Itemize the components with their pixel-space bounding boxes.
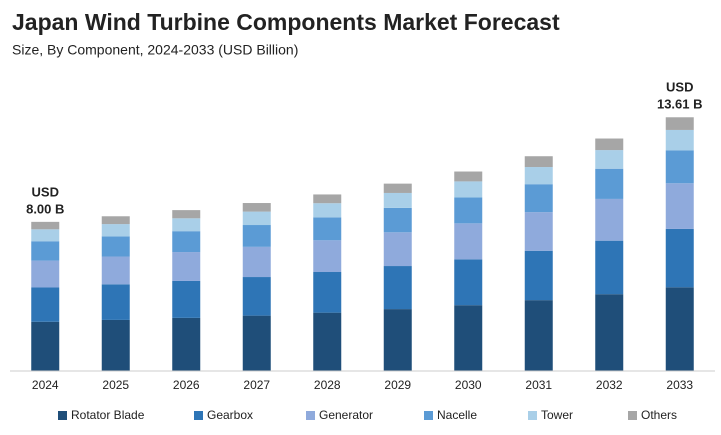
bar-segment xyxy=(383,183,412,193)
bar-segment xyxy=(665,183,694,229)
bar-segment xyxy=(101,216,130,225)
bar-segment xyxy=(665,287,694,371)
legend-swatch xyxy=(306,411,315,420)
bar-segment xyxy=(524,156,553,168)
legend-swatch xyxy=(58,411,67,420)
bar-segment xyxy=(101,284,130,320)
bar-segment xyxy=(595,240,624,295)
bar-segment xyxy=(524,212,553,251)
bar-segment xyxy=(31,321,60,371)
x-tick-label: 2032 xyxy=(596,378,623,392)
annotation: USD xyxy=(32,184,59,199)
legend-label: Tower xyxy=(541,408,573,422)
legend-swatch xyxy=(424,411,433,420)
annotation: 13.61 B xyxy=(657,97,703,112)
chart-subtitle: Size, By Component, 2024-2033 (USD Billi… xyxy=(12,42,298,58)
bar-segment xyxy=(242,225,271,247)
bar-segment xyxy=(454,223,483,260)
bar-segment xyxy=(313,203,342,218)
bar-segment xyxy=(524,300,553,371)
x-tick-label: 2030 xyxy=(455,378,482,392)
bar-segment xyxy=(242,277,271,316)
bar-segment xyxy=(242,315,271,371)
x-tick-label: 2031 xyxy=(525,378,552,392)
x-tick-label: 2024 xyxy=(32,378,59,392)
bar-segment xyxy=(383,192,412,208)
bar-segment xyxy=(454,181,483,198)
bar-segment xyxy=(595,138,624,151)
bar-segment xyxy=(31,221,60,230)
bar-segment xyxy=(242,211,271,226)
bar-segment xyxy=(665,150,694,184)
legend-label: Rotator Blade xyxy=(71,408,145,422)
bar-segment xyxy=(101,256,130,285)
bar-segment xyxy=(31,260,60,288)
bar-segment xyxy=(101,224,130,237)
bar-segment xyxy=(595,294,624,371)
bar-segment xyxy=(242,203,271,212)
bar-segment xyxy=(313,272,342,313)
bar-segment xyxy=(101,319,130,371)
bar-segment xyxy=(454,305,483,371)
bar-segment xyxy=(31,241,60,261)
x-tick-label: 2026 xyxy=(173,378,200,392)
bar-segment xyxy=(172,210,201,219)
legend-label: Nacelle xyxy=(437,408,477,422)
bar-segment xyxy=(313,217,342,241)
annotation: USD xyxy=(666,80,693,95)
bar-segment xyxy=(595,150,624,169)
bar-segment xyxy=(595,168,624,199)
chart-title: Japan Wind Turbine Components Market For… xyxy=(12,9,560,35)
bar-segment xyxy=(172,280,201,318)
bar-segment xyxy=(313,194,342,204)
x-tick-label: 2028 xyxy=(314,378,341,392)
bar-segment xyxy=(454,171,483,182)
legend-swatch xyxy=(628,411,637,420)
bar-segment xyxy=(172,218,201,232)
bar-segment xyxy=(524,167,553,185)
bar-segment xyxy=(383,207,412,233)
x-tick-label: 2027 xyxy=(243,378,270,392)
legend-label: Gearbox xyxy=(207,408,253,422)
bar-segment xyxy=(242,246,271,278)
x-tick-label: 2033 xyxy=(666,378,693,392)
bar-segment xyxy=(454,259,483,306)
bar-segment xyxy=(172,252,201,281)
bar-segment xyxy=(31,229,60,242)
legend-label: Others xyxy=(641,408,677,422)
bar-segment xyxy=(383,309,412,371)
x-tick-label: 2025 xyxy=(102,378,129,392)
bar-segment xyxy=(31,287,60,322)
x-tick-label: 2029 xyxy=(384,378,411,392)
legend-swatch xyxy=(528,411,537,420)
bar-segment xyxy=(595,198,624,241)
bar-segment xyxy=(383,266,412,310)
bar-segment xyxy=(172,231,201,253)
bar-segment xyxy=(313,312,342,371)
bar-segment xyxy=(665,228,694,288)
bar-segment xyxy=(101,236,130,257)
bar-segment xyxy=(313,240,342,273)
annotation: 8.00 B xyxy=(26,201,64,216)
bar-segment xyxy=(524,184,553,213)
legend-swatch xyxy=(194,411,203,420)
bar-segment xyxy=(172,317,201,371)
bar-segment xyxy=(383,232,412,267)
bar-segment xyxy=(665,117,694,130)
legend-label: Generator xyxy=(319,408,373,422)
bar-segment xyxy=(454,197,483,224)
bar-segment xyxy=(524,250,553,301)
bar-segment xyxy=(665,129,694,151)
